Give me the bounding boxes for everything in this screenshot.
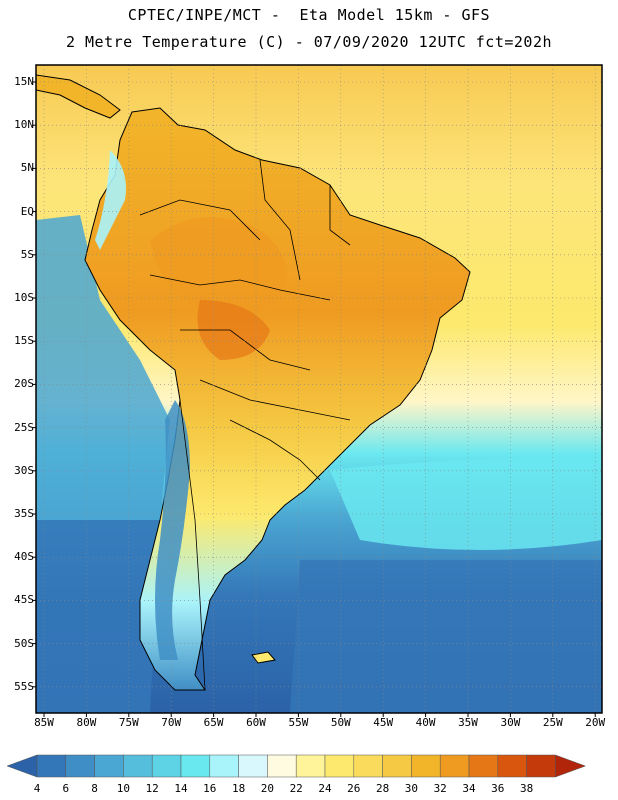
colorbar-label: 16: [203, 782, 217, 795]
central-hot-zone: [197, 300, 270, 360]
lat-label: 30S: [14, 463, 34, 477]
colorbar-swatch: [295, 754, 326, 778]
colorbar-label: 18: [231, 782, 246, 795]
colorbar-label: 12: [145, 782, 159, 795]
lon-label: 85W: [34, 716, 54, 729]
axis-ticks: [32, 81, 596, 717]
colorbar-label: 38: [519, 782, 534, 795]
colorbar-swatch: [439, 754, 470, 778]
atlantic-cold-band: [290, 560, 602, 713]
colorbar-high-arrow: [555, 754, 587, 778]
lat-label: 20S: [14, 377, 34, 391]
lat-label: 50S: [14, 636, 34, 650]
map-subtitle: 2 Metre Temperature (C) - 07/09/2020 12U…: [65, 33, 553, 51]
colorbar-label: 6: [62, 782, 70, 795]
colorbar-swatch: [238, 754, 268, 778]
lat-label: 35S: [14, 507, 34, 520]
colorbar-label: 20: [260, 782, 275, 795]
lat-label: 40S: [14, 550, 34, 564]
colorbar-label: 36: [491, 782, 505, 795]
colorbar-label: 28: [375, 782, 390, 795]
amazon-hot-zone: [150, 217, 287, 318]
country-borders: [139, 159, 351, 691]
lon-label: 65W: [203, 716, 224, 729]
colorbar-swatch: [497, 754, 527, 778]
falkland-islands: [251, 651, 276, 664]
map-title: CPTEC/INPE/MCT - Eta Model 15km - GFS: [127, 6, 491, 24]
colorbar-swatch: [123, 754, 153, 778]
colorbar-swatch: [94, 754, 124, 778]
colorbar-label: 8: [91, 782, 98, 795]
colorbar-swatch: [526, 754, 556, 778]
colorbar-swatch: [209, 754, 239, 778]
andes-cold-strip: [155, 400, 190, 660]
colorbar-swatch: [151, 754, 182, 778]
colorbar-label: 22: [289, 782, 303, 795]
colorbar-swatch: [324, 754, 355, 778]
lon-label: 70W: [161, 716, 182, 729]
lon-label: 75W: [118, 716, 139, 729]
colorbar-swatch: [65, 754, 95, 778]
colorbar-label: 14: [174, 782, 188, 795]
lon-label: 30W: [500, 716, 521, 729]
lon-label: 45W: [373, 716, 394, 729]
map-gridlines: [36, 65, 602, 713]
central-america-land: [36, 74, 121, 119]
colorbar-label: 4: [33, 782, 41, 795]
lon-label: 60W: [246, 716, 266, 729]
lon-label: 55W: [288, 716, 309, 729]
lat-label: 10S: [14, 291, 34, 304]
atlantic-cool-plume: [330, 455, 602, 550]
lat-label: 10N: [14, 118, 34, 132]
colorbar-swatch: [353, 754, 383, 778]
lon-label: 25W: [542, 716, 563, 729]
colorbar-swatch: [36, 754, 67, 778]
lat-label: 5S: [20, 247, 34, 261]
lon-label: 20W: [585, 716, 606, 729]
colorbar-label: 30: [404, 782, 419, 795]
lat-label: 15N: [14, 75, 34, 88]
colorbar-swatch: [382, 754, 412, 778]
colorbar-label: 10: [116, 782, 131, 795]
lat-label: 45S: [14, 593, 34, 607]
lon-label: 35W: [458, 716, 478, 729]
lat-label: 25S: [14, 420, 34, 434]
lat-label: 5N: [20, 161, 34, 175]
temperature-colorbar: [6, 754, 587, 778]
lon-label: 40W: [415, 716, 436, 729]
lat-label: 15S: [14, 334, 34, 348]
colorbar-label: 24: [318, 782, 332, 795]
colorbar-swatch: [468, 754, 499, 778]
north-andes-cool: [95, 150, 126, 250]
colorbar-swatch: [411, 754, 441, 778]
lon-label: 80W: [76, 716, 97, 729]
lon-label: 50W: [330, 716, 351, 729]
colorbar-label: 34: [462, 782, 476, 795]
colorbar-swatch: [180, 754, 211, 778]
colorbar-label: 32: [433, 782, 447, 795]
map-frame: [35, 64, 603, 714]
colorbar-low-arrow: [6, 754, 38, 778]
lat-label: 55S: [14, 679, 34, 693]
colorbar-swatch: [267, 754, 297, 778]
pacific-cool-band: [36, 215, 170, 520]
lat-label: EQ: [20, 204, 34, 218]
pacific-cold-band: [36, 520, 160, 713]
colorbar-label: 26: [347, 782, 361, 795]
